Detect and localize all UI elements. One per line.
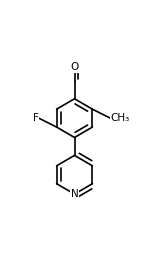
Text: CH₃: CH₃ [110,113,129,123]
Text: F: F [33,113,39,123]
Text: N: N [71,189,78,199]
Text: O: O [70,62,79,73]
